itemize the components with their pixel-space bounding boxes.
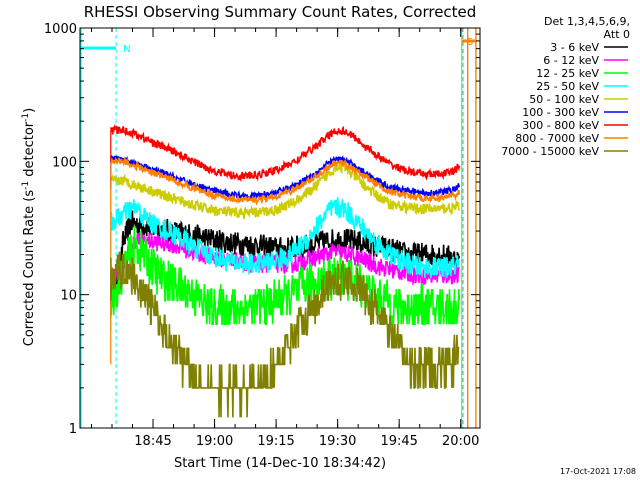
y-tick-label-1: 10 — [60, 289, 77, 304]
legend-label-6: 100 - 300 keV — [522, 106, 599, 119]
y-axis-label-end: ) — [22, 108, 37, 113]
y-tick-label-2: 100 — [52, 155, 77, 170]
series-line-4 — [110, 197, 460, 279]
series-line-3 — [110, 225, 461, 325]
axes-layer: 18:45 19:00 19:15 19:30 19:45 20:00 1 10 100 1000 — [44, 22, 481, 449]
chart-title: RHESSI Observing Summary Count Rates, Co… — [84, 3, 477, 21]
y-tick-label-0: 1 — [69, 422, 77, 437]
timestamp: 17-Oct-2021 17:08 — [560, 467, 636, 476]
legend-label-8: 800 - 7000 keV — [515, 132, 599, 145]
y-tick-label-3: 1000 — [44, 22, 77, 37]
series-line-8 — [110, 156, 461, 207]
x-axis-label: Start Time (14-Dec-10 18:34:42) — [174, 456, 386, 471]
series-line-7 — [110, 123, 461, 183]
legend-header-1: Det 1,3,4,5,6,9, — [544, 15, 630, 28]
x-tick-label-1: 19:00 — [196, 434, 233, 449]
y-axis-label-sup2: -1 — [21, 113, 31, 122]
legend-header-2: Att 0 — [604, 28, 630, 41]
x-tick-label-0: 18:45 — [134, 434, 171, 449]
y-axis-label-pre: Corrected Count Rate (s — [22, 190, 37, 347]
x-tick-label-3: 19:30 — [319, 434, 356, 449]
plot-frame — [79, 27, 481, 429]
series-line-9 — [110, 251, 460, 418]
legend-label-3: 12 - 25 keV — [536, 67, 599, 80]
legend-label-5: 50 - 100 keV — [529, 93, 599, 106]
x-tick-label-5: 20:00 — [442, 434, 479, 449]
observing-state-layer: NS — [80, 28, 477, 428]
legend-label-4: 25 - 50 keV — [536, 80, 599, 93]
y-axis-label-sup: -1 — [21, 181, 31, 190]
series-line-2 — [110, 231, 461, 286]
x-tick-label-2: 19:15 — [257, 434, 294, 449]
legend-label-1: 3 - 6 keV — [550, 41, 599, 54]
x-tick-label-4: 19:45 — [380, 434, 417, 449]
series-line-5 — [110, 162, 461, 220]
night-label: N — [123, 44, 130, 55]
legend-label-2: 6 - 12 keV — [543, 54, 599, 67]
saa-label: S — [467, 37, 473, 48]
y-axis-label: Corrected Count Rate (s-1 detector-1) — [21, 108, 37, 346]
y-axis-label-post: detector — [22, 121, 37, 181]
legend-label-7: 300 - 800 keV — [522, 119, 599, 132]
legend-label-9: 7000 - 15000 keV — [501, 145, 599, 158]
series-layer — [110, 123, 461, 418]
